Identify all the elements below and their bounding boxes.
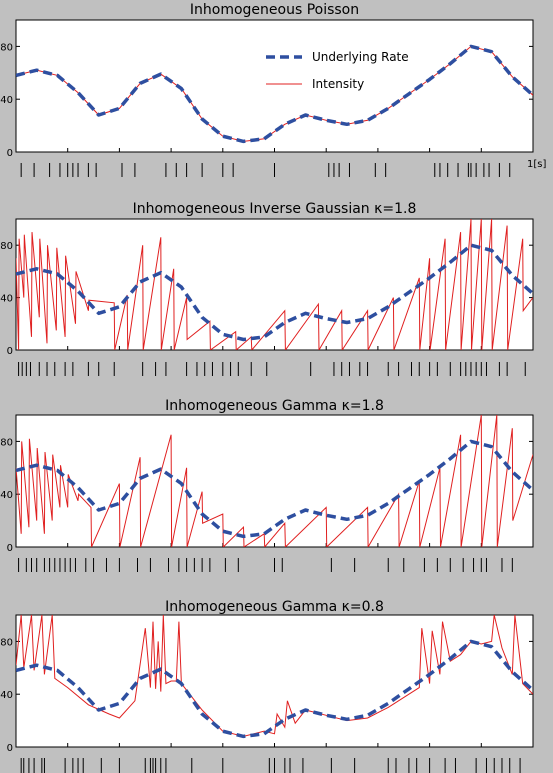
y-tick-label: 80 — [0, 42, 13, 53]
chart-title: Inhomogeneous Poisson — [190, 2, 359, 18]
spike-raster — [18, 362, 526, 376]
series-group — [16, 615, 533, 739]
chart-title: Inhomogeneous Inverse Gaussian κ=1.8 — [133, 201, 417, 217]
spike-raster — [20, 758, 521, 773]
plot-area — [15, 19, 534, 153]
panel-1: 0 40 80 Inhomogeneous Poisson Underlying Rat… — [0, 2, 534, 177]
spike-raster — [20, 163, 511, 177]
plot-area — [15, 614, 534, 748]
y-tick-label: 0 — [7, 543, 13, 554]
spike-raster — [18, 558, 513, 572]
y-tick-label: 80 — [0, 637, 13, 648]
series-underlying-rate — [16, 44, 533, 144]
series-intensity — [16, 219, 533, 350]
plot-area — [15, 414, 534, 548]
series-underlying-rate — [16, 639, 533, 739]
y-tick-label: 80 — [0, 437, 13, 448]
legend-label: Intensity — [312, 77, 364, 91]
panel-2: 0 40 80 Inhomogeneous Inverse Gaussian κ=1.… — [0, 201, 534, 376]
chart-title: Inhomogeneous Gamma κ=0.8 — [165, 599, 384, 615]
chart-title: Inhomogeneous Gamma κ=1.8 — [165, 398, 384, 414]
series-group — [16, 44, 533, 144]
panel-3: 0 40 80 Inhomogeneous Gamma κ=1.8 — [0, 398, 534, 572]
time-unit-label: 1[s] — [527, 159, 546, 170]
series-intensity — [16, 415, 533, 547]
y-tick-label: 0 — [7, 148, 13, 159]
y-tick-label: 0 — [7, 346, 13, 357]
y-tick-label: 40 — [0, 95, 13, 106]
legend: Underlying Rate Intensity — [266, 50, 409, 91]
y-tick-label: 0 — [7, 743, 13, 754]
series-group — [16, 415, 533, 547]
series-underlying-rate — [16, 243, 533, 342]
series-group — [16, 219, 533, 350]
panel-4: 0 40 80 Inhomogeneous Gamma κ=0.8 — [0, 599, 534, 773]
legend-label: Underlying Rate — [312, 50, 409, 64]
plot-area — [15, 218, 534, 351]
y-tick-label: 40 — [0, 490, 13, 501]
y-tick-label: 80 — [0, 241, 13, 252]
y-tick-label: 40 — [0, 690, 13, 701]
y-tick-label: 40 — [0, 294, 13, 305]
series-underlying-rate — [16, 439, 533, 539]
